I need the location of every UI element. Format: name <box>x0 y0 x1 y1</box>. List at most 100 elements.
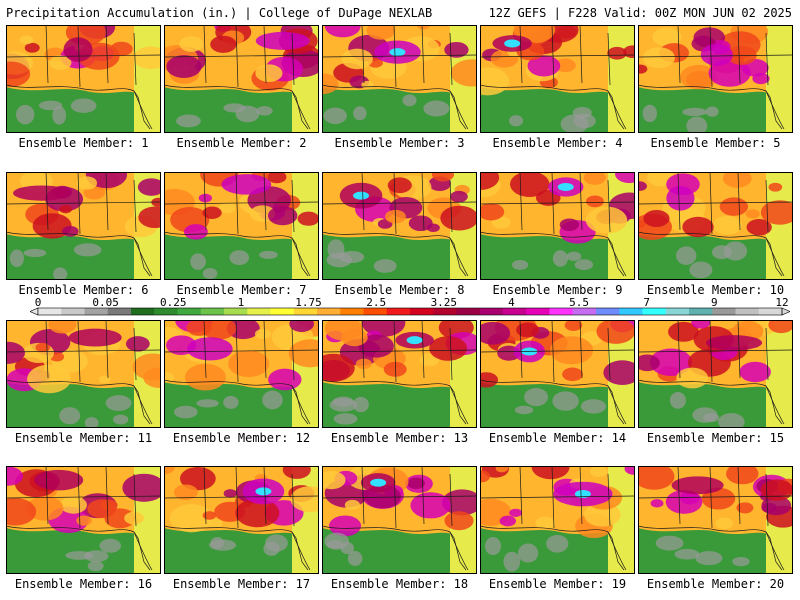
ensemble-member-panel: Ensemble Member: 13 <box>322 320 477 445</box>
header-title: Precipitation Accumulation (in.) | Colle… <box>6 6 433 20</box>
colorbar-swatch <box>503 308 527 315</box>
colorbar-swatch <box>154 308 178 315</box>
precipitation-map <box>6 172 161 280</box>
ensemble-member-caption: Ensemble Member: 9 <box>492 283 623 297</box>
colorbar-swatch <box>200 308 225 315</box>
colorbar-tick-label: 0.25 <box>160 297 187 309</box>
colorbar-swatch <box>107 308 132 315</box>
colorbar-swatch <box>293 308 318 315</box>
colorbar-swatch <box>340 308 364 315</box>
colorbar-swatch <box>177 308 202 315</box>
ensemble-member-caption: Ensemble Member: 10 <box>646 283 785 297</box>
colorbar-swatch <box>572 308 597 315</box>
ensemble-member-panel: Ensemble Member: 15 <box>638 320 793 445</box>
precipitation-map <box>6 25 161 133</box>
ensemble-member-caption: Ensemble Member: 4 <box>492 136 623 150</box>
colorbar-swatch <box>38 308 62 315</box>
colorbar-swatch <box>84 308 109 315</box>
ensemble-member-panel: Ensemble Member: 10 <box>638 172 793 297</box>
colorbar-left-arrow <box>30 307 39 316</box>
precipitation-colorbar: 0 0.05 0.25 1 1.75 2.5 3.25 4 5.5 7 9 12 <box>30 297 790 316</box>
ensemble-member-panel: Ensemble Member: 14 <box>480 320 635 445</box>
precipitation-map <box>6 466 161 574</box>
colorbar-swatch <box>363 308 388 315</box>
ensemble-member-caption: Ensemble Member: 6 <box>18 283 149 297</box>
ensemble-member-panel: Ensemble Member: 5 <box>638 25 793 150</box>
colorbar-tick-label: 0.05 <box>92 297 119 309</box>
precipitation-map <box>164 466 319 574</box>
colorbar-swatch <box>386 308 411 315</box>
ensemble-member-panel: Ensemble Member: 9 <box>480 172 635 297</box>
ensemble-member-panel: Ensemble Member: 4 <box>480 25 635 150</box>
ensemble-member-panel: Ensemble Member: 8 <box>322 172 477 297</box>
colorbar-swatch <box>665 308 690 315</box>
ensemble-member-panel: Ensemble Member: 12 <box>164 320 319 445</box>
colorbar-tick-label: 4 <box>508 297 515 309</box>
colorbar-tick-label: 0 <box>35 297 42 309</box>
colorbar-swatch <box>735 308 760 315</box>
colorbar-swatch <box>526 308 550 315</box>
ensemble-member-panel: Ensemble Member: 20 <box>638 466 793 591</box>
ensemble-member-caption: Ensemble Member: 2 <box>176 136 307 150</box>
ensemble-member-caption: Ensemble Member: 18 <box>330 577 469 591</box>
colorbar-swatch <box>456 308 481 315</box>
ensemble-member-caption: Ensemble Member: 5 <box>650 136 781 150</box>
colorbar-tick-label: 3.25 <box>431 297 458 309</box>
precipitation-map <box>638 25 793 133</box>
precipitation-map <box>638 172 793 280</box>
colorbar-frame <box>37 307 783 316</box>
colorbar-swatch <box>224 308 248 315</box>
colorbar-tick-label: 7 <box>643 297 650 309</box>
colorbar-swatch <box>247 308 271 315</box>
precipitation-map <box>638 320 793 428</box>
ensemble-member-caption: Ensemble Member: 7 <box>176 283 307 297</box>
ensemble-member-panel: Ensemble Member: 16 <box>6 466 161 591</box>
precipitation-map <box>164 320 319 428</box>
ensemble-member-caption: Ensemble Member: 8 <box>334 283 465 297</box>
ensemble-member-caption: Ensemble Member: 12 <box>172 431 311 445</box>
ensemble-member-panel: Ensemble Member: 17 <box>164 466 319 591</box>
precipitation-map <box>322 25 477 133</box>
ensemble-member-caption: Ensemble Member: 19 <box>488 577 627 591</box>
header-run-info: 12Z GEFS | F228 Valid: 00Z MON JUN 02 20… <box>488 6 792 20</box>
colorbar-tick-label: 5.5 <box>569 297 589 309</box>
precipitation-map <box>480 25 635 133</box>
ensemble-member-caption: Ensemble Member: 13 <box>330 431 469 445</box>
precipitation-map <box>164 172 319 280</box>
ensemble-member-panel: Ensemble Member: 2 <box>164 25 319 150</box>
precipitation-map <box>322 320 477 428</box>
precipitation-map <box>322 466 477 574</box>
precipitation-map <box>164 25 319 133</box>
precipitation-map <box>480 466 635 574</box>
ensemble-member-panel: Ensemble Member: 1 <box>6 25 161 150</box>
ensemble-member-caption: Ensemble Member: 3 <box>334 136 465 150</box>
ensemble-member-panel: Ensemble Member: 7 <box>164 172 319 297</box>
precipitation-map <box>638 466 793 574</box>
ensemble-member-caption: Ensemble Member: 16 <box>14 577 153 591</box>
ensemble-member-panel: Ensemble Member: 3 <box>322 25 477 150</box>
colorbar-swatch <box>549 308 574 315</box>
ensemble-member-panel: Ensemble Member: 11 <box>6 320 161 445</box>
precipitation-map <box>6 320 161 428</box>
colorbar-swatch <box>712 308 736 315</box>
colorbar-swatch <box>619 308 643 315</box>
colorbar-tick-label: 1.75 <box>295 297 322 309</box>
precipitation-map <box>480 172 635 280</box>
ensemble-member-caption: Ensemble Member: 15 <box>646 431 785 445</box>
ensemble-member-caption: Ensemble Member: 1 <box>18 136 149 150</box>
colorbar-swatch <box>758 308 783 315</box>
colorbar-swatch <box>642 308 667 315</box>
ensemble-member-caption: Ensemble Member: 20 <box>646 577 785 591</box>
colorbar-tick-label: 2.5 <box>366 297 386 309</box>
colorbar-tick-label: 1 <box>238 297 245 309</box>
colorbar-swatch <box>61 308 85 315</box>
ensemble-member-panel: Ensemble Member: 18 <box>322 466 477 591</box>
ensemble-member-panel: Ensemble Member: 19 <box>480 466 635 591</box>
colorbar-swatch <box>479 308 504 315</box>
colorbar-swatch <box>433 308 457 315</box>
colorbar-swatch <box>410 308 434 315</box>
colorbar-right-arrow <box>781 307 790 316</box>
precipitation-map <box>480 320 635 428</box>
colorbar-swatch <box>689 308 713 315</box>
colorbar-tick-label: 12 <box>775 297 788 309</box>
